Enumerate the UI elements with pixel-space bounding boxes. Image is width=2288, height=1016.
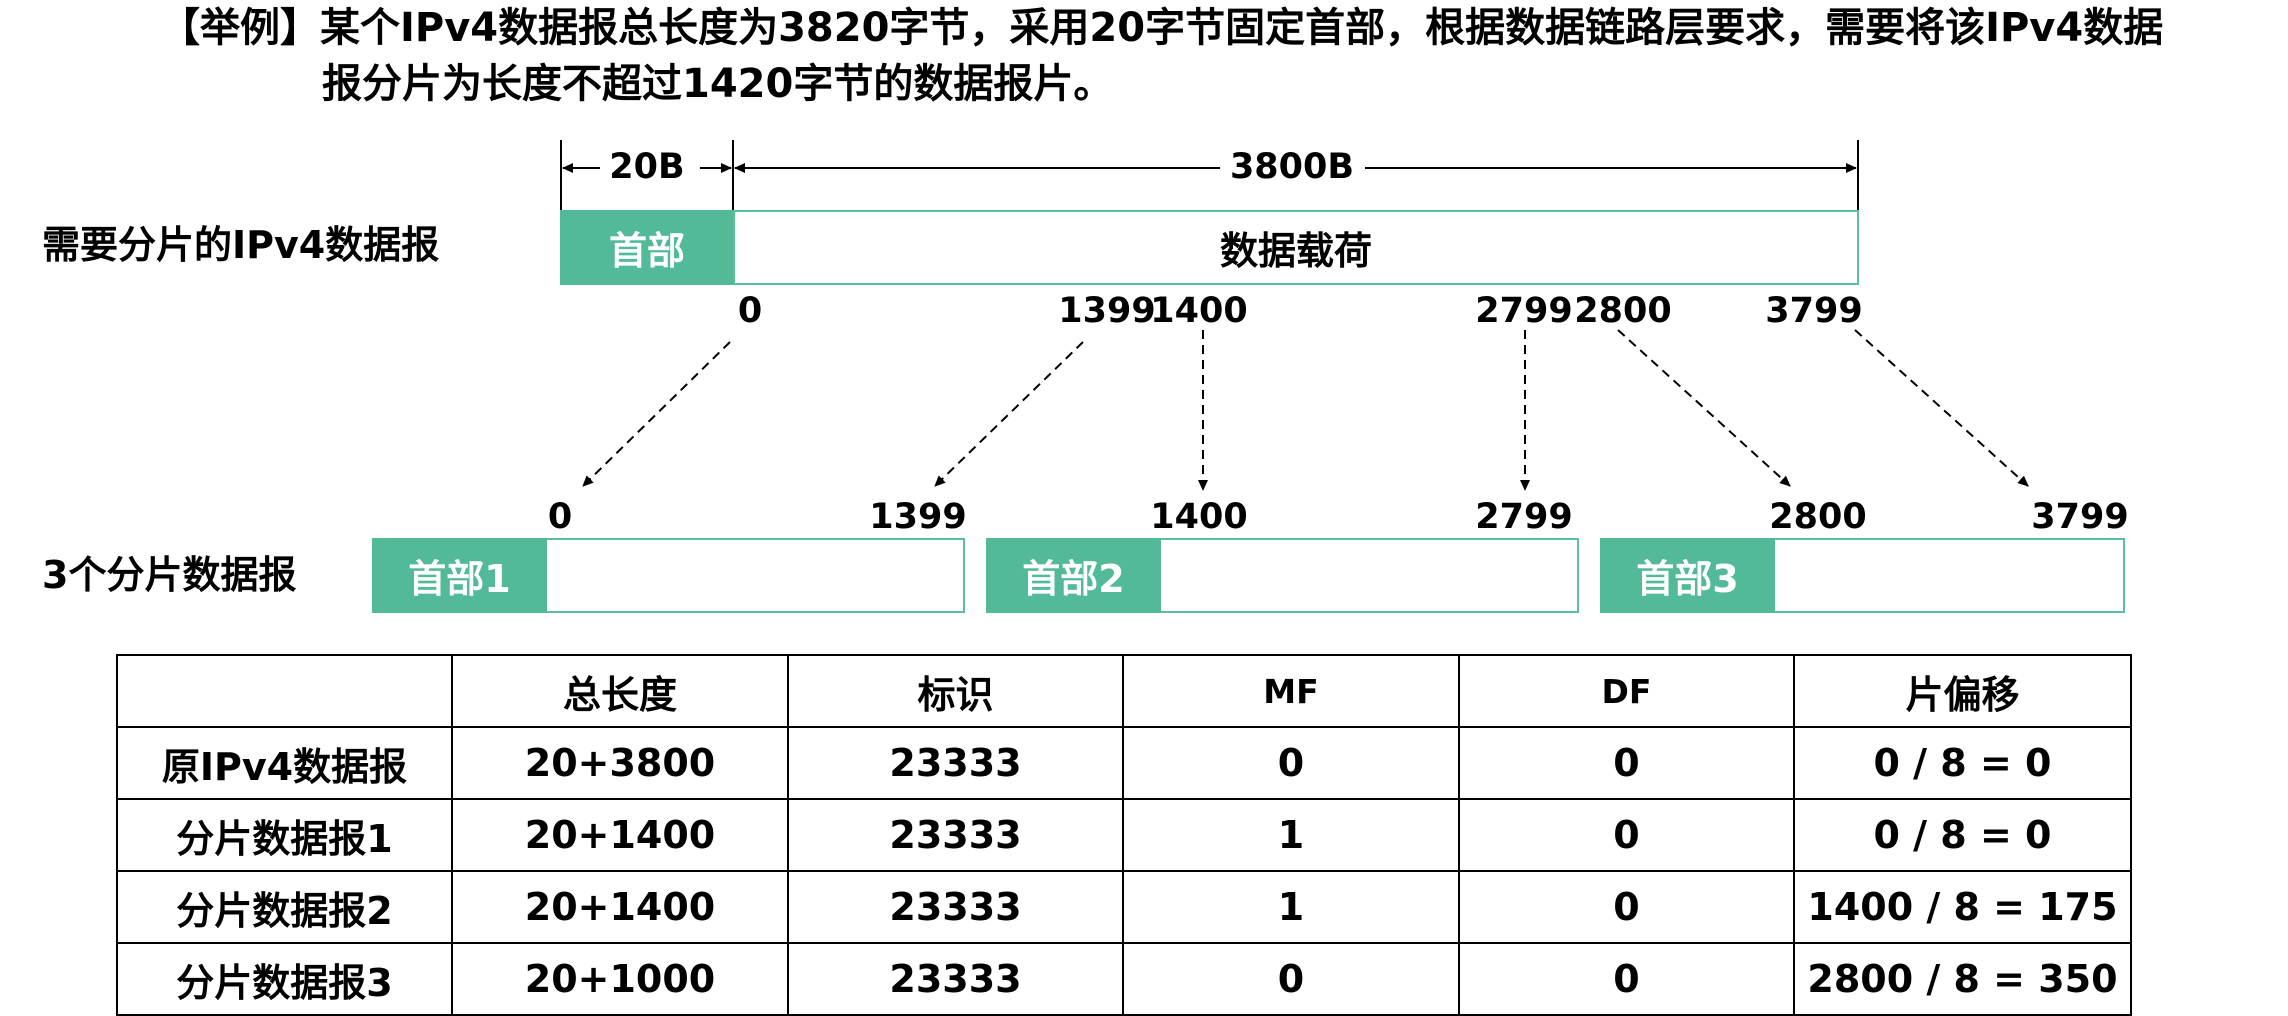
table-cell: 20+1400 xyxy=(451,870,789,944)
original-datagram-label: 需要分片的IPv4数据报 xyxy=(42,223,440,267)
original-payload-label: 数据载荷 xyxy=(1219,229,1372,273)
table-cell: 0 xyxy=(1122,942,1460,1016)
table-header-cell: 片偏移 xyxy=(1793,654,2132,728)
table-cell: 0 xyxy=(1122,726,1460,800)
fragments-label: 3个分片数据报 xyxy=(42,553,297,597)
table-cell: 0 xyxy=(1458,870,1795,944)
fragment-2-end: 2799 xyxy=(1475,497,1573,537)
table-cell: 0 / 8 = 0 xyxy=(1793,726,2132,800)
table-header-cell xyxy=(116,654,453,728)
table-cell: 2800 / 8 = 350 xyxy=(1793,942,2132,1016)
table-header-row: 总长度 标识 MF DF 片偏移 xyxy=(116,654,2132,728)
table-cell: 0 xyxy=(1458,942,1795,1016)
fragment-3-end: 3799 xyxy=(2031,497,2129,537)
original-offset-1400: 1400 xyxy=(1150,291,1248,331)
table-cell: 20+1000 xyxy=(451,942,789,1016)
table-cell: 20+1400 xyxy=(451,798,789,872)
title-line-2: 报分片为长度不超过1420字节的数据报片。 xyxy=(322,61,1114,107)
table-cell: 0 xyxy=(1458,726,1795,800)
original-offset-2799: 2799 xyxy=(1475,291,1573,331)
table-row: 分片数据报1 20+1400 23333 1 0 0 / 8 = 0 xyxy=(116,798,2132,872)
title-line-1: 【举例】某个IPv4数据报总长度为3820字节，采用20字节固定首部，根据数据链… xyxy=(160,5,2164,51)
table-header-cell: MF xyxy=(1122,654,1460,728)
table-cell: 23333 xyxy=(787,942,1124,1016)
header-length-label: 20B xyxy=(603,150,691,185)
table-header-cell: 总长度 xyxy=(451,654,789,728)
table-row: 分片数据报2 20+1400 23333 1 0 1400 / 8 = 175 xyxy=(116,870,2132,944)
original-offset-0: 0 xyxy=(737,291,763,331)
original-offset-2800: 2800 xyxy=(1574,291,1672,331)
fragment-1-end: 1399 xyxy=(869,497,967,537)
table-cell: 0 / 8 = 0 xyxy=(1793,798,2132,872)
fragment-1-start: 0 xyxy=(547,497,573,537)
table-cell: 23333 xyxy=(787,798,1124,872)
fragment-table: 总长度 标识 MF DF 片偏移 原IPv4数据报 20+3800 23333 … xyxy=(116,654,2132,1016)
table-cell: 分片数据报3 xyxy=(116,942,453,1016)
original-offset-3799: 3799 xyxy=(1765,291,1863,331)
table-cell: 分片数据报2 xyxy=(116,870,453,944)
table-cell: 1 xyxy=(1122,798,1460,872)
original-offset-1399: 1399 xyxy=(1058,291,1156,331)
table-cell: 0 xyxy=(1458,798,1795,872)
table-cell: 1400 / 8 = 175 xyxy=(1793,870,2132,944)
payload-length-label: 3800B xyxy=(1223,150,1361,185)
table-cell: 1 xyxy=(1122,870,1460,944)
table-header-cell: 标识 xyxy=(787,654,1124,728)
fragment-2-start: 1400 xyxy=(1150,497,1248,537)
original-header-block: 首部 xyxy=(560,210,734,285)
table-row: 原IPv4数据报 20+3800 23333 0 0 0 / 8 = 0 xyxy=(116,726,2132,800)
table-header-cell: DF xyxy=(1458,654,1795,728)
table-cell: 原IPv4数据报 xyxy=(116,726,453,800)
fragment-2-header: 首部2 xyxy=(986,538,1161,613)
table-cell: 20+3800 xyxy=(451,726,789,800)
fragment-3-header: 首部3 xyxy=(1600,538,1775,613)
table-row: 分片数据报3 20+1000 23333 0 0 2800 / 8 = 350 xyxy=(116,942,2132,1016)
table-cell: 23333 xyxy=(787,726,1124,800)
original-payload-block xyxy=(733,210,1859,285)
table-cell: 23333 xyxy=(787,870,1124,944)
fragment-3-start: 2800 xyxy=(1769,497,1867,537)
table-cell: 分片数据报1 xyxy=(116,798,453,872)
fragment-1-header: 首部1 xyxy=(372,538,547,613)
